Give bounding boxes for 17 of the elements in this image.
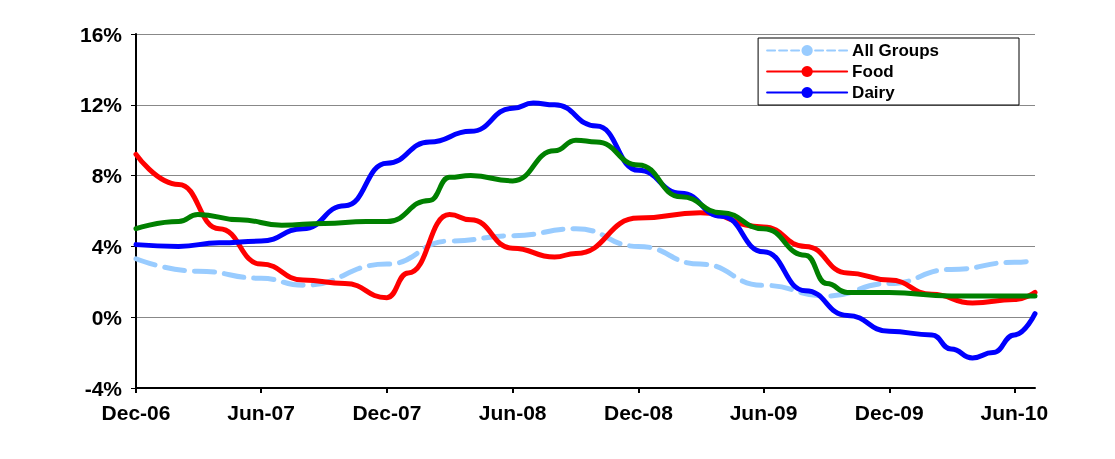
y-tick-label: -4% bbox=[84, 376, 123, 400]
x-tick-label: Dec-07 bbox=[352, 401, 422, 424]
x-tick-label: Jun-08 bbox=[478, 401, 547, 424]
x-tick-label: Dec-09 bbox=[854, 401, 924, 424]
x-tick-label: Jun-10 bbox=[980, 401, 1049, 424]
y-tick-label: 8% bbox=[91, 164, 123, 188]
legend-label: Dairy bbox=[852, 83, 896, 102]
legend-label: Food bbox=[852, 62, 894, 81]
x-tick-label: Dec-06 bbox=[101, 401, 171, 424]
x-tick-label: Jun-09 bbox=[729, 401, 798, 424]
y-tick-label: 4% bbox=[91, 234, 123, 258]
legend-label: All Groups bbox=[852, 41, 940, 60]
x-tick-label: Jun-07 bbox=[227, 401, 295, 424]
y-tick-label: 12% bbox=[79, 93, 123, 117]
y-tick-label: 16% bbox=[79, 22, 123, 46]
y-tick-label: 0% bbox=[91, 305, 123, 329]
x-tick-label: Dec-08 bbox=[603, 401, 674, 424]
